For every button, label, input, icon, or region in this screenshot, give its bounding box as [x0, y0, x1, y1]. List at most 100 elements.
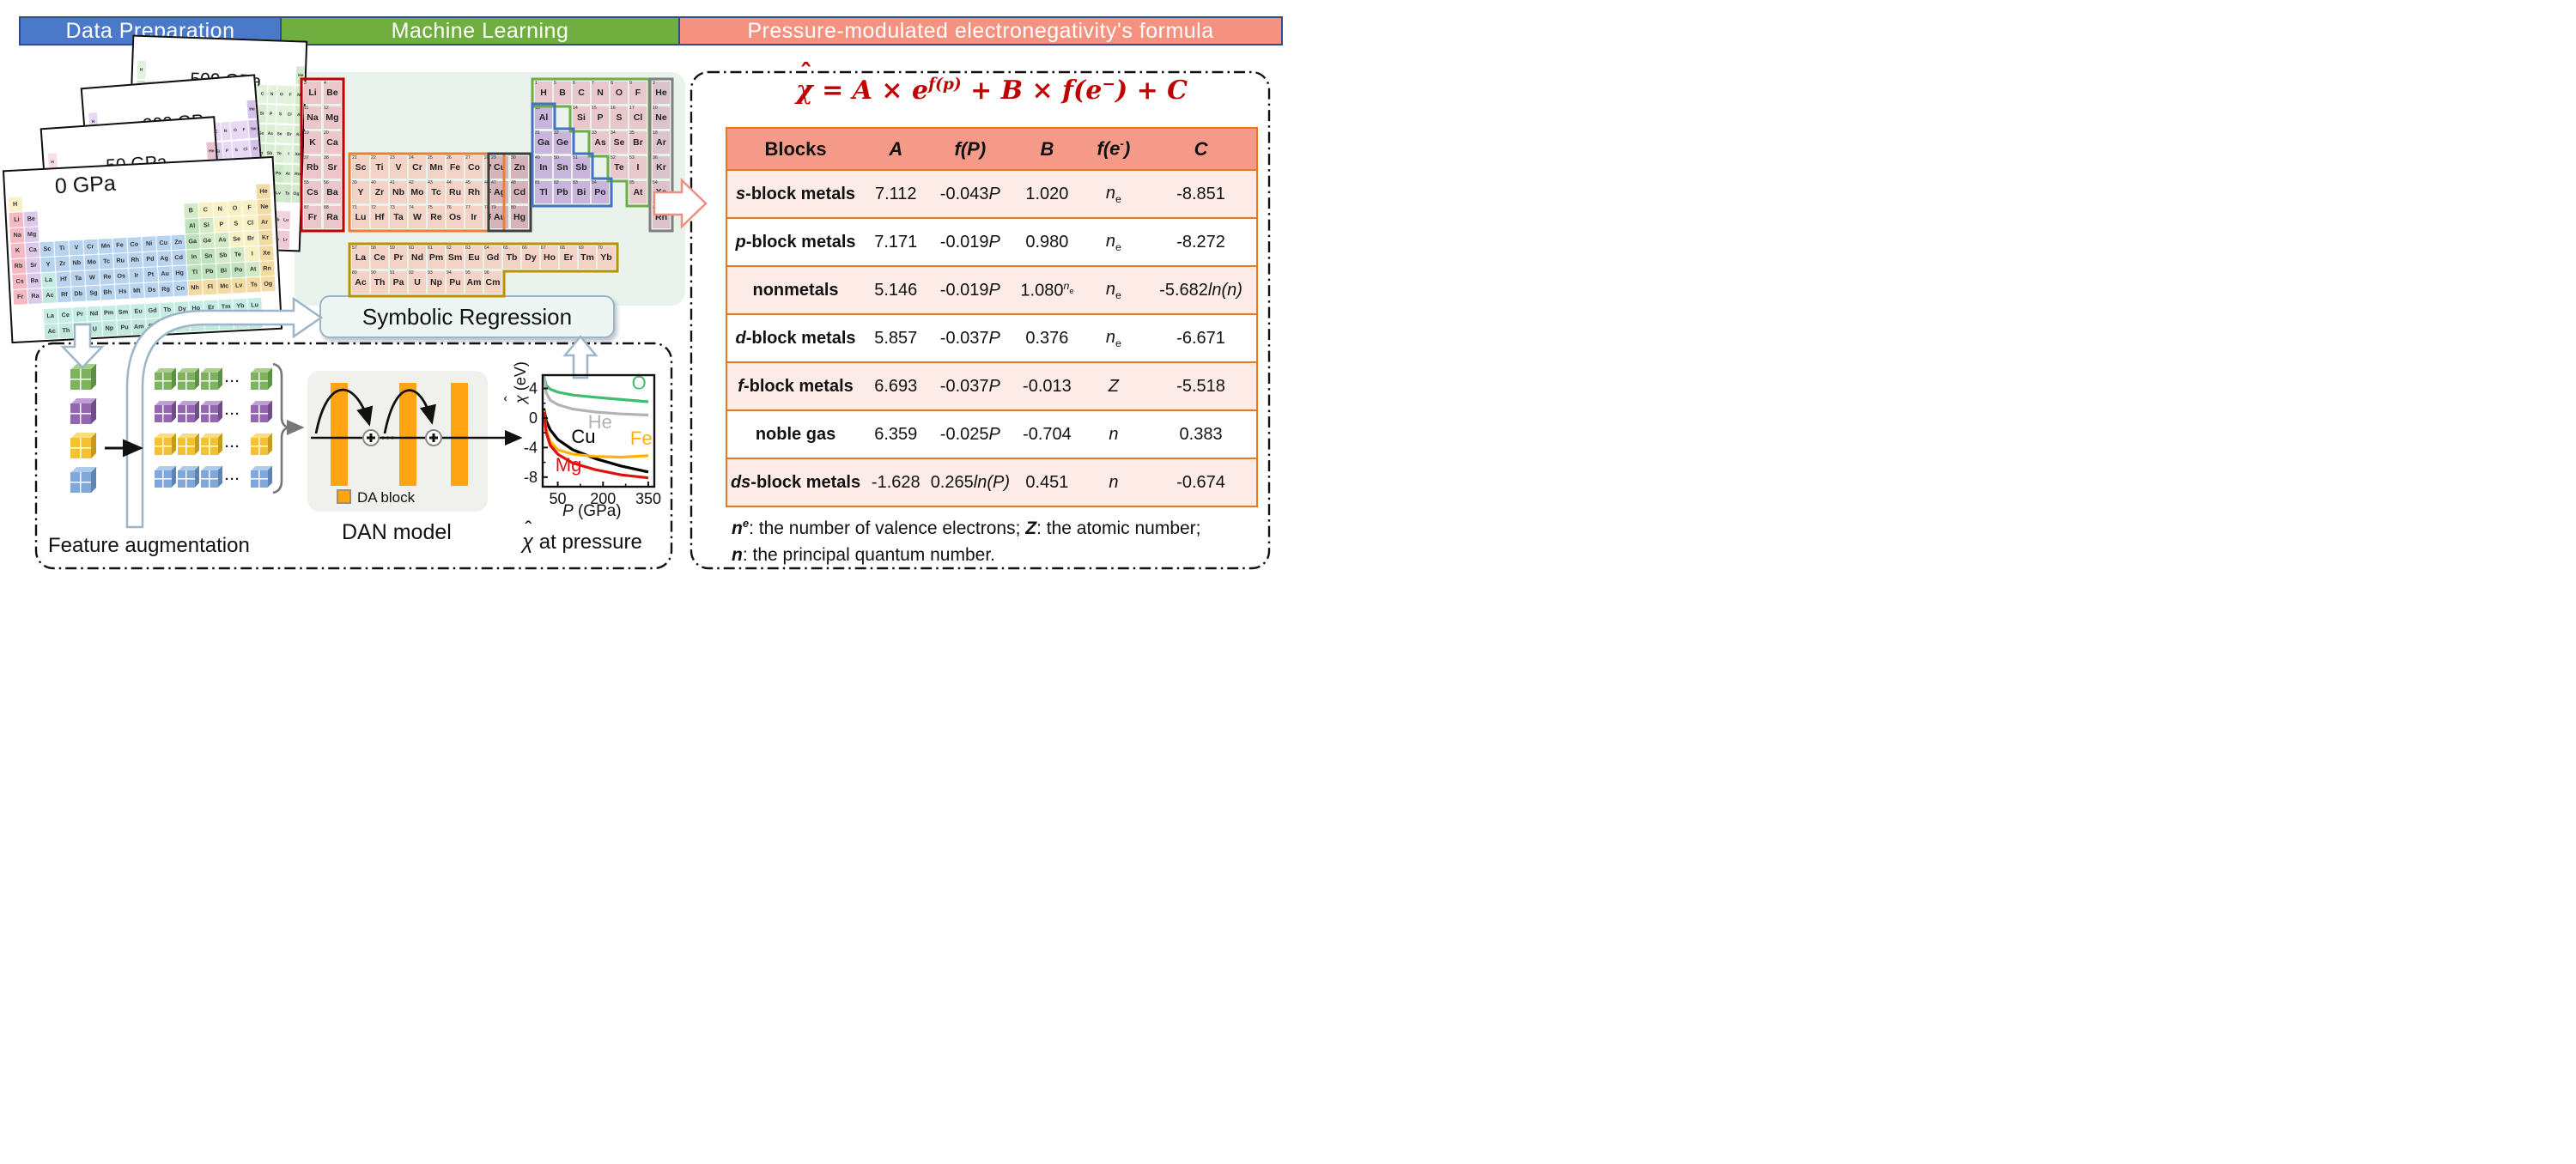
- element-cell: Li: [9, 212, 24, 227]
- table-row: s-block metals 7.112 -0.043P 1.020 ne -8.851: [726, 169, 1257, 218]
- element-cell: Th: [58, 323, 74, 339]
- series-label-Mg: Mg: [556, 454, 582, 476]
- element-cell: Rn: [259, 261, 275, 276]
- element-cell: Ts: [246, 276, 261, 293]
- series-Fe: [543, 410, 649, 459]
- series-O: [543, 375, 649, 403]
- feature-cube: [251, 400, 273, 422]
- da-block-label: DA block: [357, 489, 416, 506]
- element-cell: F: [286, 85, 295, 105]
- ml-element-tile: 60 Nd: [409, 246, 426, 269]
- element-cell: Cf: [175, 317, 191, 332]
- element-cell: Te: [274, 144, 284, 163]
- ml-element-tile: 29 Cu: [491, 155, 508, 179]
- table-cell: -5.682ln(n): [1145, 265, 1257, 314]
- element-cell: Md: [219, 314, 234, 330]
- header-label: Machine Learning: [391, 18, 569, 43]
- element-cell: N: [267, 85, 276, 104]
- element-cell: Co: [127, 237, 143, 252]
- table-header-cell: Blocks: [726, 128, 865, 170]
- table-cell: 0.980: [1012, 217, 1082, 266]
- ml-element-tile: 74 W: [409, 205, 426, 228]
- feature-cube: [70, 363, 97, 391]
- ml-element-tile: 95 Am: [465, 270, 483, 294]
- element-cell: I: [244, 246, 259, 262]
- ml-element-tile: 43 Tc: [428, 180, 445, 203]
- table-cell: n: [1081, 409, 1146, 458]
- ml-element-tile: 58 Ce: [371, 246, 388, 269]
- table-cell: ne: [1081, 217, 1146, 266]
- element-cell: Br: [284, 124, 295, 144]
- table-header-cell: B: [1012, 128, 1082, 170]
- ml-element-tile: 36 Kr: [653, 155, 670, 179]
- element-cell: Pm: [101, 306, 117, 321]
- element-cell: F: [242, 200, 258, 215]
- element-cell: Nh: [187, 280, 203, 295]
- ml-element-tile: 73 Ta: [390, 205, 407, 228]
- element-cell: At: [283, 164, 293, 184]
- table-row: noble gas 6.359 -0.025P -0.704 n 0.383: [726, 409, 1257, 458]
- table-cell: -6.671: [1145, 313, 1257, 362]
- element-cell: Ca: [25, 242, 40, 258]
- element-cell: Gd: [145, 303, 161, 318]
- element-cell: As: [265, 124, 276, 143]
- element-cell: Pa: [73, 322, 88, 338]
- element-cell: Sn: [201, 248, 216, 264]
- table-header-cell: f(e-): [1081, 128, 1146, 170]
- ml-element-tile: 54 Xe: [653, 180, 670, 203]
- ml-element-tile: 26 Fe: [447, 155, 464, 179]
- element-cell: H: [8, 197, 23, 212]
- element-cell: As: [215, 232, 229, 248]
- ml-element-tile: 52 Te: [611, 155, 628, 179]
- table-cell: 7.112: [864, 169, 928, 218]
- element-cell: Au: [158, 266, 173, 282]
- feature-cube: [70, 397, 97, 425]
- series-label-Fe: Fe: [630, 427, 653, 449]
- element-cell: N: [220, 121, 231, 141]
- ml-element-tile: 70 Yb: [598, 246, 615, 269]
- element-cell: Cm: [146, 318, 161, 334]
- element-cell: Ra: [27, 288, 43, 304]
- element-cell: I: [283, 144, 294, 164]
- element-cell: C: [198, 202, 214, 217]
- element-cell: Pd: [143, 252, 157, 267]
- element-cell: Ta: [70, 270, 86, 286]
- element-cell: C: [258, 84, 268, 104]
- element-cell: S: [276, 105, 286, 124]
- element-cell: O: [276, 85, 286, 104]
- element-cell: Ar: [250, 139, 260, 158]
- ml-element-tile: 51 Sb: [573, 155, 590, 179]
- element-cell: Bi: [216, 263, 231, 279]
- series-Cu: [543, 408, 649, 474]
- ellipsis: ···: [225, 374, 240, 389]
- ellipsis: ···: [225, 407, 240, 421]
- ml-element-tile: 94 Pu: [447, 270, 464, 294]
- series-label-He: He: [588, 411, 612, 433]
- element-cell: Ru: [113, 252, 129, 269]
- series-label-Cu: Cu: [571, 426, 595, 447]
- element-cell: Kr: [294, 125, 304, 144]
- element-cell: F: [239, 120, 250, 139]
- element-cell: P: [222, 141, 233, 161]
- element-cell: Rh: [128, 252, 143, 268]
- feature-cube: [178, 465, 200, 488]
- element-cell: Er: [204, 300, 219, 316]
- table-cell: 1.080ne: [1012, 265, 1082, 314]
- element-cell: Zn: [171, 234, 186, 250]
- element-cell: Pt: [143, 267, 158, 282]
- feature-cube: [201, 465, 223, 488]
- element-cell: Cs: [12, 274, 27, 289]
- feature-cube: [178, 367, 200, 390]
- ml-element-tile: 19 K: [304, 130, 321, 154]
- element-cell: Lu: [281, 210, 291, 230]
- ml-element-tile: 81 Tl: [535, 180, 552, 203]
- element-cell: No: [234, 314, 248, 330]
- element-cell: Bh: [100, 284, 115, 300]
- ml-element-tile: 45 Rh: [465, 180, 483, 203]
- element-cell: Tc: [99, 253, 114, 270]
- table-cell: 5.857: [864, 313, 928, 362]
- element-cell: Np: [102, 321, 118, 336]
- element-cell: Po: [230, 262, 246, 278]
- ml-element-tile: 42 Mo: [409, 180, 426, 203]
